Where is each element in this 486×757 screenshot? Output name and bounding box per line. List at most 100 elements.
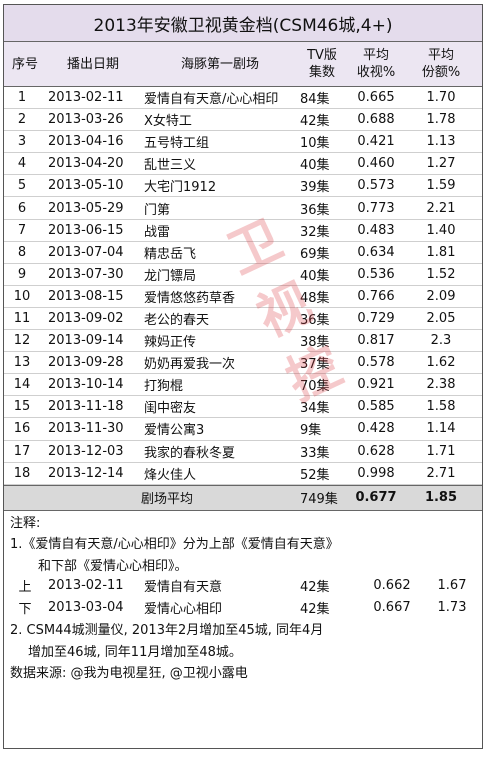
average-label: 剧场平均	[140, 492, 193, 508]
row-rating: 0.688	[357, 112, 395, 128]
row-rating: 0.536	[357, 266, 395, 282]
part-label: 上	[18, 580, 32, 596]
row-date: 2013-11-18	[48, 399, 124, 415]
row-share: 1.58	[426, 399, 456, 415]
part-episodes: 42集	[300, 601, 330, 617]
row-rating: 0.773	[357, 200, 395, 216]
notes-section-2: 2. CSM44城测量仪, 2013年2月增加至45城, 同年4月 增加至46城…	[4, 618, 482, 683]
row-episodes: 52集	[300, 467, 330, 483]
table-title: 2013年安徽卫视黄金档(CSM46城,4+)	[4, 5, 482, 42]
row-drama: 爱情公寓3	[144, 423, 205, 439]
average-share: 1.85	[424, 490, 458, 506]
row-episodes: 32集	[300, 224, 330, 240]
part-row-lower: 下 2013-03-04 爱情心心相印 42集 0.667 1.73	[4, 597, 482, 619]
row-drama: 闺中密友	[144, 401, 197, 417]
row-no: 8	[17, 244, 27, 260]
table-row: 5 2013-05-10 大宅门1912 39集 0.573 1.59	[4, 175, 482, 198]
row-no: 1	[17, 90, 27, 106]
row-date: 2013-03-26	[48, 112, 124, 128]
row-rating: 0.634	[357, 244, 395, 260]
row-rating: 0.766	[357, 288, 395, 304]
row-no: 12	[13, 333, 31, 349]
table-row: 9 2013-07-30 龙门镖局 40集 0.536 1.52	[4, 264, 482, 286]
row-drama: 门第	[144, 202, 171, 218]
row-episodes: 36集	[300, 312, 330, 328]
table-row: 6 2013-05-29 门第 36集 0.773 2.21	[4, 197, 482, 220]
row-episodes: 40集	[300, 158, 330, 174]
row-share: 1.71	[426, 443, 456, 459]
row-episodes: 40集	[300, 268, 330, 284]
row-share: 1.59	[426, 178, 456, 194]
row-share: 1.81	[426, 244, 456, 260]
row-drama: 精忠岳飞	[144, 246, 197, 262]
row-episodes: 10集	[300, 136, 330, 152]
part-rating: 0.662	[373, 578, 411, 594]
part-rating: 0.667	[373, 599, 411, 615]
row-date: 2013-04-20	[48, 156, 124, 172]
row-drama: 战雷	[144, 224, 171, 240]
row-no: 18	[13, 465, 31, 481]
row-date: 2013-10-14	[48, 377, 124, 393]
row-drama: 辣妈正传	[144, 335, 197, 351]
table-row: 7 2013-06-15 战雷 32集 0.483 1.40	[4, 220, 482, 242]
header-date: 播出日期	[66, 56, 119, 72]
table-row: 1 2013-02-11 爱情自有天意/心心相印 84集 0.665 1.70	[4, 87, 482, 110]
row-drama: X女特工	[144, 114, 192, 130]
row-no: 4	[17, 156, 27, 172]
row-date: 2013-05-10	[48, 178, 124, 194]
header-share-line1: 平均	[427, 48, 454, 63]
row-no: 16	[13, 421, 31, 437]
row-date: 2013-05-29	[48, 200, 124, 216]
row-date: 2013-07-30	[48, 266, 124, 282]
row-rating: 0.628	[357, 443, 395, 459]
header-share: 平均 份额%	[408, 42, 474, 86]
table-row: 16 2013-11-30 爱情公寓3 9集 0.428 1.14	[4, 418, 482, 441]
row-date: 2013-02-11	[48, 90, 124, 106]
row-no: 2	[17, 112, 27, 128]
row-no: 10	[13, 288, 31, 304]
table-row: 2 2013-03-26 X女特工 42集 0.688 1.78	[4, 109, 482, 132]
row-no: 7	[17, 222, 27, 238]
row-rating: 0.578	[357, 355, 395, 371]
row-episodes: 70集	[300, 379, 330, 395]
note1-line2: 和下部《爱情心心相印》。	[38, 558, 188, 574]
average-episodes: 749集	[300, 492, 338, 508]
row-share: 1.52	[426, 266, 456, 282]
row-share: 1.27	[426, 156, 456, 172]
row-episodes: 39集	[300, 180, 330, 196]
row-episodes: 36集	[300, 202, 330, 218]
table-row: 4 2013-04-20 乱世三义 40集 0.460 1.27	[4, 153, 482, 176]
header-episodes-line1: TV版	[307, 48, 337, 63]
row-no: 14	[13, 377, 31, 393]
header-share-line2: 份额%	[421, 65, 461, 80]
row-share: 1.40	[426, 222, 456, 238]
row-date: 2013-06-15	[48, 222, 124, 238]
row-episodes: 34集	[300, 401, 330, 417]
part-drama: 爱情心心相印	[144, 601, 223, 617]
header-rating: 平均 收视%	[344, 42, 408, 86]
note2-line2: 增加至46城, 同年11月增加至48城。	[28, 644, 242, 660]
table-row: 13 2013-09-28 奶奶再爱我一次 37集 0.578 1.62	[4, 352, 482, 375]
row-date: 2013-11-30	[48, 421, 124, 437]
row-episodes: 9集	[300, 423, 322, 439]
part-date: 2013-03-04	[48, 599, 124, 615]
part-episodes: 42集	[300, 580, 330, 596]
table-row: 18 2013-12-14 烽火佳人 52集 0.998 2.71	[4, 463, 482, 485]
row-no: 9	[17, 266, 27, 282]
part-drama: 爱情自有天意	[144, 580, 223, 596]
header-no: 序号	[11, 56, 38, 72]
part-share: 1.73	[437, 599, 467, 615]
table-row: 10 2013-08-15 爱情悠悠药草香 48集 0.766 2.09	[4, 286, 482, 308]
row-rating: 0.729	[357, 310, 395, 326]
row-no: 15	[13, 399, 31, 415]
row-rating: 0.921	[357, 377, 395, 393]
row-no: 5	[17, 178, 27, 194]
notes-section: 注释: 1.《爱情自有天意/心心相印》分为上部《爱情自有天意》 和下部《爱情心心…	[4, 511, 482, 576]
row-episodes: 38集	[300, 335, 330, 351]
row-no: 13	[13, 355, 31, 371]
header-drama: 海豚第一剧场	[180, 56, 259, 72]
row-episodes: 84集	[300, 92, 330, 108]
table-row: 14 2013-10-14 打狗棍 70集 0.921 2.38	[4, 374, 482, 397]
row-rating: 0.483	[357, 222, 395, 238]
row-share: 2.38	[426, 377, 456, 393]
